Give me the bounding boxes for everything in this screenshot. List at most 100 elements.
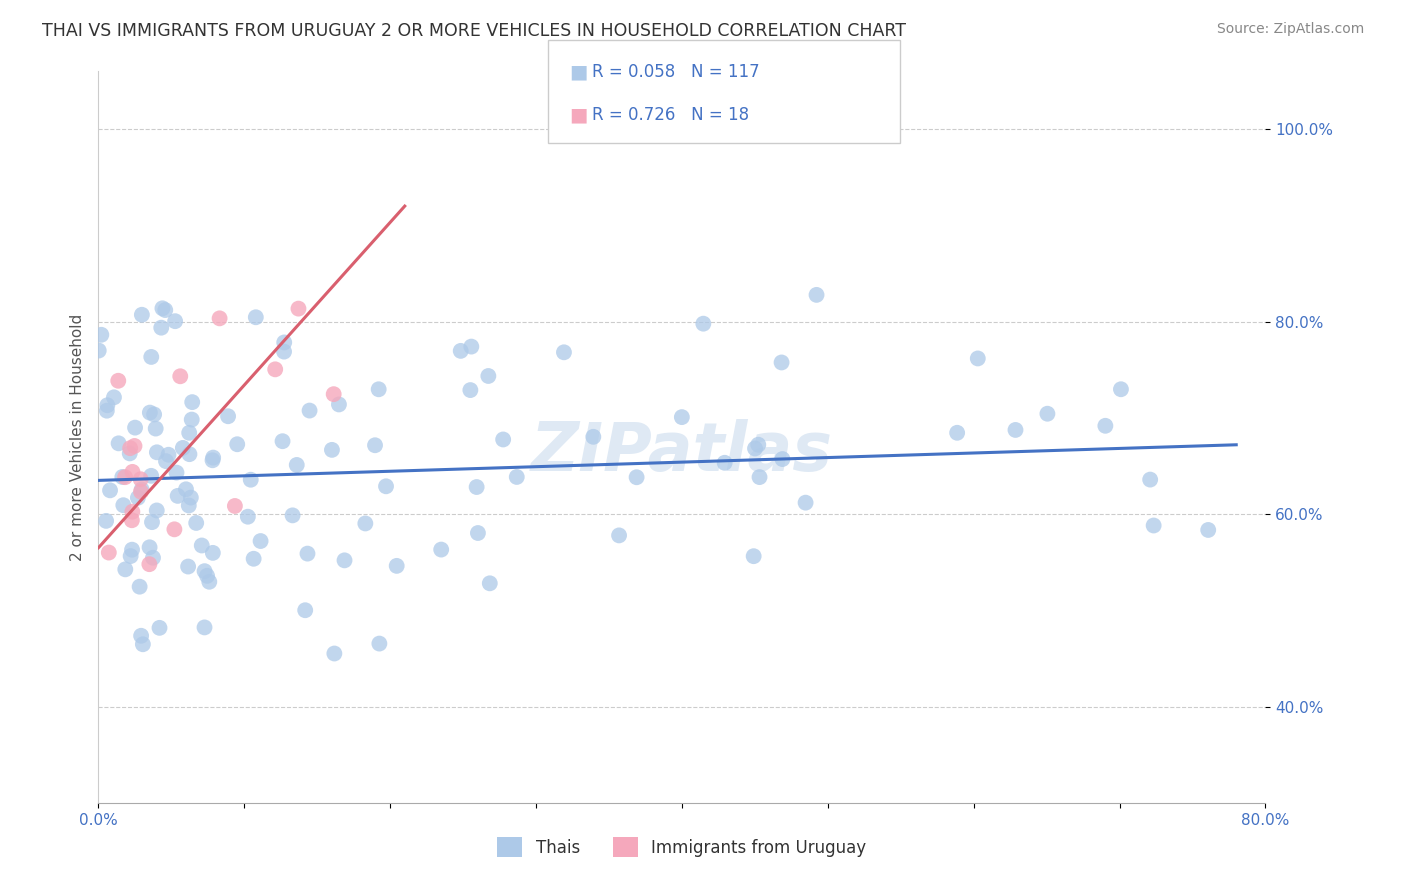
Point — [128, 580, 150, 594]
Point — [107, 374, 129, 388]
Point — [322, 387, 344, 401]
Point — [626, 470, 648, 484]
Point — [118, 446, 141, 460]
Point — [772, 452, 794, 467]
Point — [742, 549, 765, 564]
Text: R = 0.726   N = 18: R = 0.726 N = 18 — [592, 106, 749, 124]
Text: ZIPatlas: ZIPatlas — [531, 418, 832, 484]
Point — [114, 562, 136, 576]
Point — [141, 350, 163, 364]
Point — [271, 434, 294, 449]
Point — [744, 442, 766, 456]
Point — [120, 441, 142, 455]
Point — [179, 447, 201, 461]
Point — [375, 479, 398, 493]
Point — [96, 403, 118, 417]
Point — [145, 503, 167, 517]
Point — [1197, 523, 1219, 537]
Point — [165, 314, 187, 328]
Point — [1094, 418, 1116, 433]
Point — [478, 576, 501, 591]
Point — [460, 383, 482, 397]
Point — [112, 498, 135, 512]
Point — [191, 539, 214, 553]
Point — [198, 574, 221, 589]
Point — [794, 496, 817, 510]
Point — [692, 317, 714, 331]
Point — [354, 516, 377, 531]
Point — [129, 629, 152, 643]
Point — [145, 421, 167, 435]
Point — [169, 369, 191, 384]
Point — [172, 441, 194, 455]
Point — [142, 550, 165, 565]
Point — [87, 343, 110, 358]
Point — [465, 480, 488, 494]
Point — [747, 438, 769, 452]
Point — [155, 303, 177, 318]
Point — [297, 547, 319, 561]
Point — [138, 557, 160, 571]
Point — [202, 450, 225, 465]
Point — [121, 513, 143, 527]
Point — [236, 509, 259, 524]
Point — [186, 516, 208, 530]
Point — [224, 499, 246, 513]
Point — [121, 505, 143, 519]
Point — [477, 369, 499, 384]
Text: THAI VS IMMIGRANTS FROM URUGUAY 2 OR MORE VEHICLES IN HOUSEHOLD CORRELATION CHAR: THAI VS IMMIGRANTS FROM URUGUAY 2 OR MOR… — [42, 22, 907, 40]
Point — [163, 522, 186, 536]
Point — [98, 483, 121, 498]
Point — [1036, 407, 1059, 421]
Point — [1109, 382, 1132, 396]
Point — [242, 551, 264, 566]
Point — [607, 528, 630, 542]
Point — [333, 553, 356, 567]
Point — [450, 343, 472, 358]
Point — [467, 526, 489, 541]
Point — [368, 637, 391, 651]
Point — [217, 409, 239, 424]
Point — [131, 483, 153, 497]
Point — [492, 433, 515, 447]
Point — [273, 344, 295, 359]
Point — [96, 398, 118, 412]
Point — [385, 558, 408, 573]
Point — [148, 621, 170, 635]
Point — [132, 637, 155, 651]
Point — [180, 491, 202, 505]
Point — [174, 483, 197, 497]
Text: ■: ■ — [569, 62, 588, 82]
Point — [124, 439, 146, 453]
Point — [328, 397, 350, 411]
Point — [146, 445, 169, 459]
Point — [321, 442, 343, 457]
Point — [193, 620, 215, 634]
Point — [179, 425, 201, 440]
Point — [1139, 473, 1161, 487]
Point — [946, 425, 969, 440]
Point — [120, 549, 142, 563]
Point — [249, 534, 271, 549]
Point — [121, 465, 143, 479]
Point — [553, 345, 575, 359]
Point — [107, 436, 129, 450]
Point — [124, 420, 146, 434]
Point — [294, 603, 316, 617]
Point — [273, 335, 295, 350]
Point — [281, 508, 304, 523]
Point — [582, 430, 605, 444]
Point — [460, 340, 482, 354]
Point — [129, 472, 152, 486]
Point — [1143, 518, 1166, 533]
Point — [180, 412, 202, 426]
Point — [127, 491, 149, 505]
Point — [141, 468, 163, 483]
Point — [129, 484, 152, 499]
Point — [806, 288, 828, 302]
Point — [195, 569, 218, 583]
Point — [367, 382, 389, 396]
Point — [201, 453, 224, 467]
Point — [748, 470, 770, 484]
Point — [138, 541, 160, 555]
